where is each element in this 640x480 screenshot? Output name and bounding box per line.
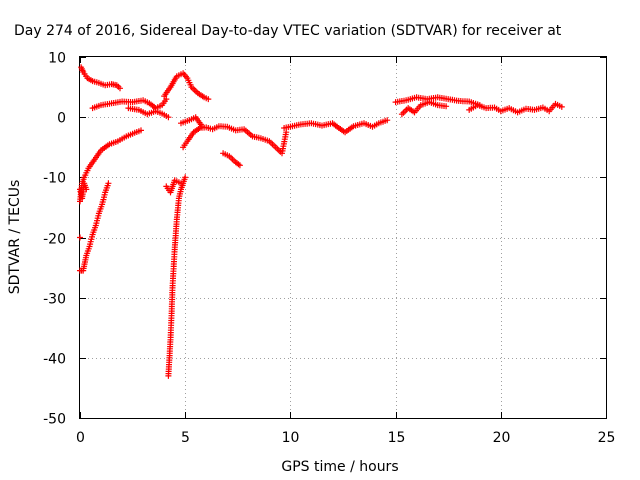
data-point bbox=[83, 186, 90, 193]
x-tick-label: 5 bbox=[181, 430, 190, 446]
data-point bbox=[199, 123, 205, 130]
y-tick-label: -10 bbox=[43, 171, 66, 187]
y-tick-label: -40 bbox=[43, 352, 66, 368]
chart-title: Day 274 of 2016, Sidereal Day-to-day VTE… bbox=[14, 23, 562, 39]
data-point bbox=[558, 103, 565, 110]
y-tick-label: 10 bbox=[48, 51, 66, 67]
data-point bbox=[77, 234, 83, 241]
x-axis-label: GPS time / hours bbox=[281, 459, 398, 475]
x-tick-label: 10 bbox=[282, 430, 300, 446]
x-tick-label: 20 bbox=[493, 430, 511, 446]
data-point bbox=[105, 180, 112, 187]
x-tick-label: 0 bbox=[76, 430, 85, 446]
data-point bbox=[384, 117, 391, 124]
grid-lines bbox=[80, 57, 606, 418]
y-tick-label: -30 bbox=[43, 292, 66, 308]
axis-ticks bbox=[80, 57, 607, 419]
x-tick-labels: 0 5 10 15 20 25 bbox=[76, 430, 615, 446]
data-points bbox=[77, 64, 565, 379]
y-tick-label: -50 bbox=[43, 412, 66, 428]
data-point bbox=[205, 96, 212, 103]
x-tick-label: 25 bbox=[598, 430, 616, 446]
y-tick-label: 0 bbox=[57, 111, 66, 127]
data-point bbox=[138, 127, 144, 134]
y-tick-labels: -50 -40 -30 -20 -10 0 10 bbox=[43, 51, 66, 428]
data-point bbox=[443, 103, 450, 110]
data-point bbox=[178, 180, 184, 187]
data-point bbox=[117, 85, 123, 92]
x-tick-label: 15 bbox=[388, 430, 406, 446]
y-tick-label: -20 bbox=[43, 232, 66, 248]
data-point bbox=[182, 174, 189, 181]
data-point bbox=[165, 114, 172, 121]
data-point bbox=[236, 162, 243, 169]
y-axis-label: SDTVAR / TECUs bbox=[7, 180, 23, 295]
